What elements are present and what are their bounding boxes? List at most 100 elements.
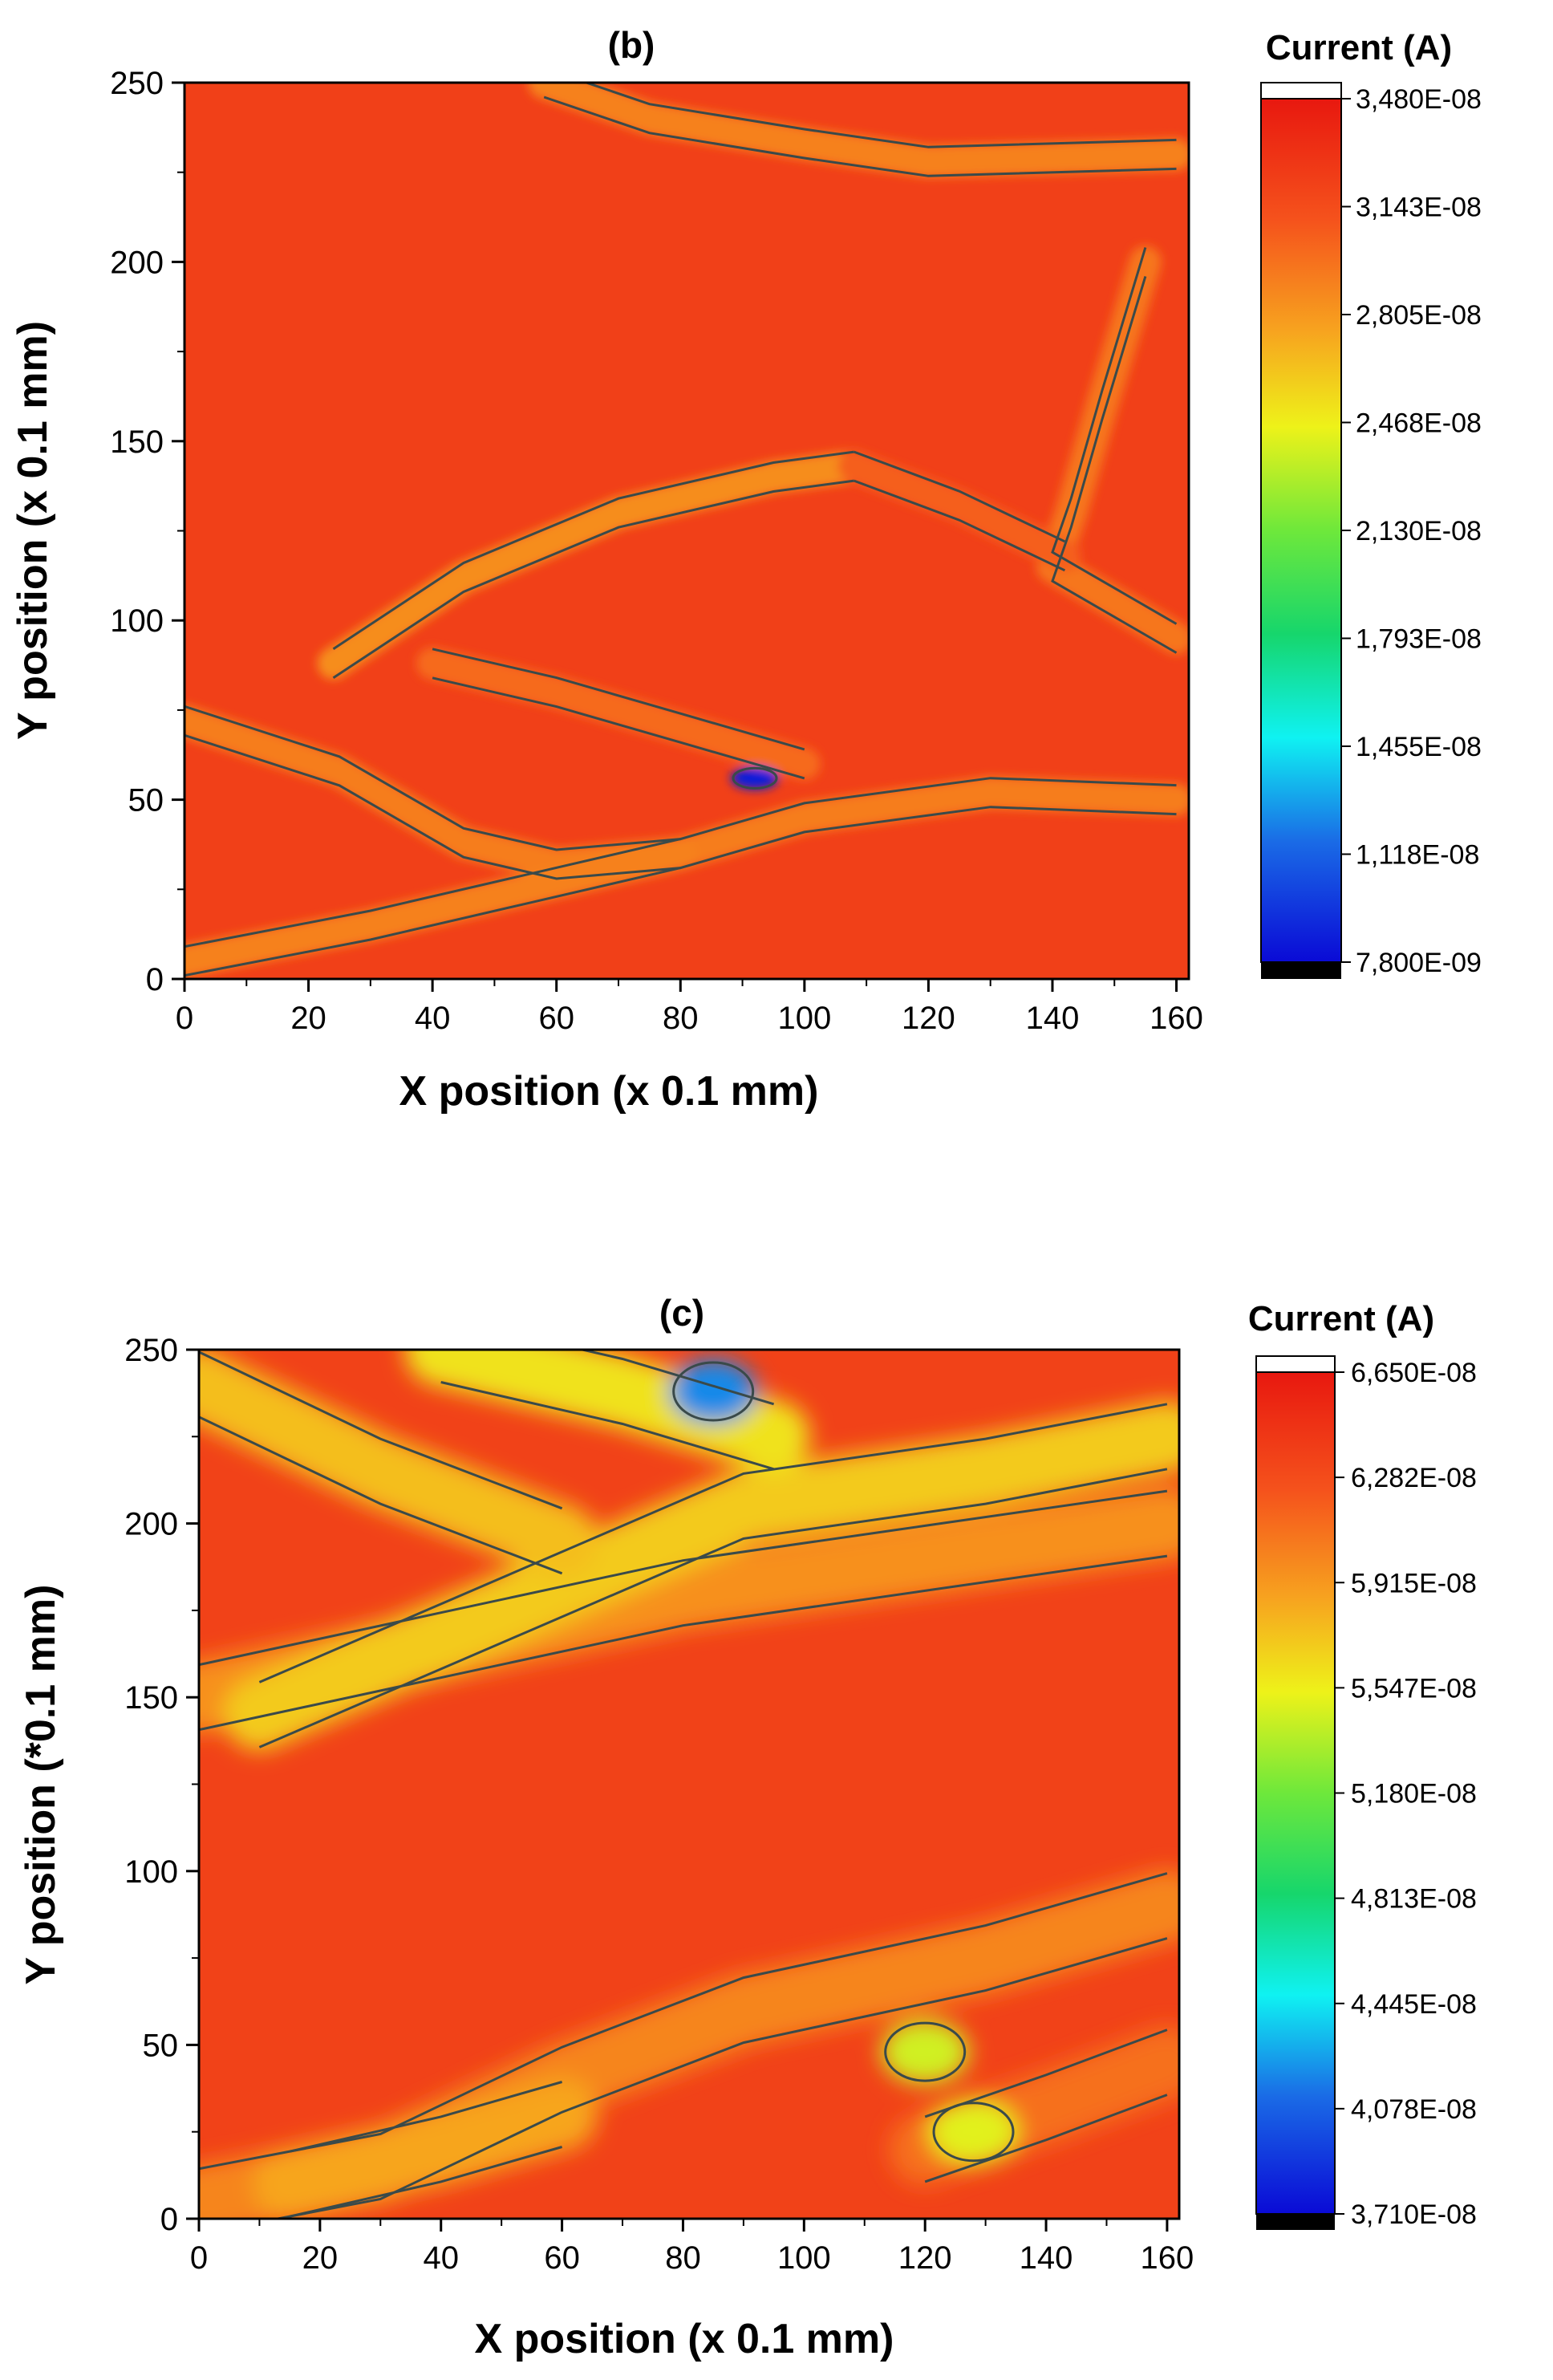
chart-b-x-tick-label: 60 <box>538 1001 574 1036</box>
chart-c-plot-area <box>199 1350 1179 2219</box>
chart-b-heatmap-features <box>184 83 1189 977</box>
chart-b-x-tick-label: 120 <box>902 1001 955 1036</box>
chart-b-colorbar-tick-label: 2,468E-08 <box>1356 408 1482 439</box>
chart-b-contour-6-1 <box>854 479 1066 572</box>
chart-c-y-tick-label: 50 <box>143 2028 179 2063</box>
chart-b-band-4 <box>184 837 697 977</box>
chart-b-contour-2-0 <box>1051 246 1178 625</box>
chart-b-colorbar-bottom-cap <box>1261 962 1341 979</box>
chart-c-x-tick-label: 160 <box>1141 2240 1194 2276</box>
chart-c-contour-3-0 <box>577 1350 775 1406</box>
chart-c-colorbar-tick-label: 5,915E-08 <box>1351 1568 1477 1598</box>
chart-b-x-tick-label: 160 <box>1150 1001 1203 1036</box>
chart-c-colorbar-bottom-cap <box>1256 2214 1335 2230</box>
chart-b-y-axis: 0 50 100 150 200 250 <box>110 66 184 997</box>
chart-c-colorbar-tick-label: 6,650E-08 <box>1351 1358 1477 1388</box>
chart-c-spot-contour-8 <box>932 2102 1015 2163</box>
chart-c-title: (c) <box>659 1292 704 1334</box>
chart-c-contour-3-1 <box>440 1381 775 1471</box>
chart-c-spot-contour-9 <box>672 1361 755 1422</box>
chart-c-colorbar-tick-label: 3,710E-08 <box>1351 2199 1477 2230</box>
chart-b-plot-area <box>184 83 1189 979</box>
chart-c-x-tick-label: 0 <box>190 2240 208 2276</box>
chart-c-contour-0-0 <box>199 1489 1168 1667</box>
chart-c-colorbar-tick-label: 4,078E-08 <box>1351 2094 1477 2125</box>
chart-b-contour-4-0 <box>184 838 681 948</box>
chart-b-contour-0-0 <box>332 450 854 651</box>
chart-b-y-axis-label: Y position (x 0.1 mm) <box>10 321 56 740</box>
chart-c-colorbar-tick-label: 5,547E-08 <box>1351 1673 1477 1704</box>
chart-b-contour-5-1 <box>432 676 805 780</box>
chart-c-heatmap-features <box>199 1350 1179 2219</box>
chart-c-spot-7 <box>881 2020 970 2085</box>
chart-b-spot-contour-7 <box>732 766 778 790</box>
chart-b-y-tick-label: 250 <box>110 66 164 101</box>
chart-b-band-2 <box>1036 246 1189 655</box>
chart-c-contour-2-0 <box>199 1350 563 1510</box>
chart-b-colorbar-gradient <box>1260 98 1342 963</box>
chart-c-contour-4-0 <box>199 1872 1168 2171</box>
chart-b-colorbar-tick-label: 3,480E-08 <box>1356 84 1482 115</box>
chart-c-colorbar-gradient <box>1255 1371 1336 2215</box>
chart-c-x-tick-label: 140 <box>1020 2240 1073 2276</box>
chart-b-colorbar-ticks: 3,480E-08 3,143E-08 2,805E-08 2,468E-08 2,13… <box>1341 84 1482 978</box>
chart-c-x-tick-label: 20 <box>302 2240 339 2276</box>
chart-c-spot-9 <box>669 1359 758 1424</box>
chart-b-x-tick-label: 0 <box>176 1001 193 1036</box>
chart-c-contour-0-1 <box>199 1554 1168 1732</box>
chart-c-y-tick-label: 250 <box>124 1333 178 1368</box>
chart-b-colorbar-title: Current (A) <box>1266 28 1452 67</box>
chart-b-contour-5-0 <box>432 648 805 751</box>
chart-b-colorbar-tick-label: 2,130E-08 <box>1356 516 1482 546</box>
chart-b-contour-3-1 <box>184 733 1177 880</box>
chart-b-contour-0-1 <box>332 479 854 680</box>
chart-c-y-tick-label: 150 <box>124 1680 178 1716</box>
chart-b-title: (b) <box>608 24 655 66</box>
chart-b-contour-4-1 <box>184 867 681 977</box>
chart-b-colorbar-tick-label: 3,143E-08 <box>1356 193 1482 223</box>
chart-c-band-2 <box>199 1350 598 1578</box>
chart-c-colorbar-tick-label: 4,445E-08 <box>1351 1989 1477 2020</box>
chart-b-y-tick-label: 200 <box>110 245 164 280</box>
chart-c-spot-contour-7 <box>884 2021 967 2082</box>
chart-b-y-tick-label: 0 <box>146 962 164 997</box>
chart-c-spot-8 <box>929 2099 1018 2164</box>
chart-c-colorbar-tick-label: 5,180E-08 <box>1351 1779 1477 1809</box>
chart-c-contour-5-0 <box>289 2081 563 2153</box>
chart-c-x-axis-label: X position (x 0.1 mm) <box>475 2316 894 2362</box>
chart-c-y-axis-label: Y position (*0.1 mm) <box>18 1585 64 1985</box>
chart-b-band-0 <box>317 450 870 680</box>
chart-c-y-axis: 0 50 100 150 200 250 <box>124 1333 199 2237</box>
chart-c-y-tick-label: 100 <box>124 1854 178 1890</box>
chart-b-band-1 <box>528 83 1189 178</box>
chart-b-contour-6-0 <box>854 450 1066 543</box>
chart-c: (c) 0 20 40 60 80 100 120 140 160 0 50 100 150 200 25… <box>18 1292 1477 2362</box>
chart-b-contours <box>184 83 1178 977</box>
chart-b-x-axis-label: X position (x 0.1 mm) <box>399 1068 819 1115</box>
chart-b-contour-2-1 <box>1051 275 1178 654</box>
chart-b-colorbar: Current (A) 3,480E-08 3,143E-08 2,805E-08 2… <box>1260 28 1482 979</box>
chart-c-colorbar-top-cap <box>1255 1355 1336 1373</box>
chart-c-contour-5-1 <box>289 2146 563 2218</box>
chart-b-x-tick-label: 140 <box>1026 1001 1080 1036</box>
chart-b-spot-7 <box>731 766 780 790</box>
chart-b: (b) 0 20 40 60 80 100 120 140 160 0 50 100 150 200 25… <box>10 24 1482 1115</box>
chart-c-x-tick-label: 100 <box>777 2240 831 2276</box>
chart-b-y-tick-label: 150 <box>110 424 164 460</box>
chart-c-y-tick-label: 0 <box>160 2202 178 2237</box>
chart-b-y-tick-label: 50 <box>128 783 164 818</box>
chart-b-contour-1-0 <box>582 83 1177 148</box>
chart-c-contour-1-1 <box>258 1468 1168 1748</box>
chart-c-colorbar-ticks: 6,650E-08 6,282E-08 5,915E-08 5,547E-08 5,18… <box>1335 1358 1477 2230</box>
chart-c-contour-6-1 <box>924 2094 1168 2183</box>
chart-c-contour-1-0 <box>258 1403 1168 1683</box>
chart-c-x-tick-label: 60 <box>544 2240 580 2276</box>
chart-b-colorbar-tick-label: 1,118E-08 <box>1356 840 1479 871</box>
chart-c-band-5 <box>253 2078 598 2219</box>
chart-b-colorbar-top-cap <box>1260 82 1342 100</box>
chart-c-contour-2-1 <box>199 1415 563 1575</box>
chart-b-x-tick-label: 100 <box>777 1001 831 1036</box>
chart-c-colorbar-title: Current (A) <box>1248 1299 1434 1338</box>
chart-c-band-1 <box>223 1400 1179 1751</box>
chart-c-colorbar: Current (A) 6,650E-08 6,282E-08 5,915E-08 5… <box>1248 1299 1477 2230</box>
